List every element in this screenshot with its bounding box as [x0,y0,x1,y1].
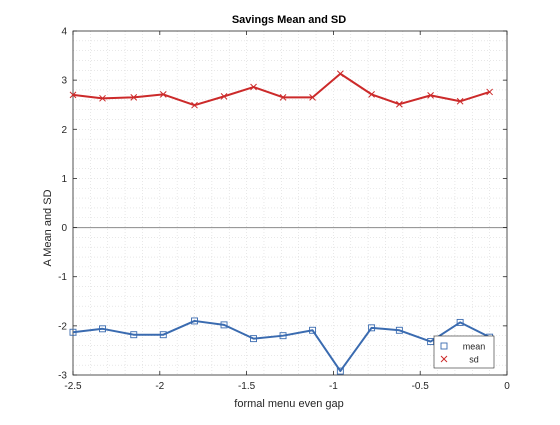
data-point-sd [486,88,493,96]
data-point-sd [99,94,106,102]
data-point-sd [368,91,375,98]
data-point-sd [279,93,287,101]
data-point-mean [456,318,464,326]
chart-title: Savings Mean and SD [232,14,346,26]
data-point-mean [427,338,435,346]
data-point-mean [309,326,317,334]
y-tick-label: -2 [58,321,67,332]
y-tick-label: 0 [61,223,67,234]
data-point-sd [396,100,403,108]
data-point-mean [191,317,198,325]
x-marker-stroke [309,93,316,101]
data-point-sd [309,93,316,101]
x-marker-stroke [396,100,403,108]
data-point-mean [69,328,77,336]
x-axis-label: formal menu even gap [234,398,343,410]
data-point-sd [456,97,464,105]
x-marker-stroke [159,91,167,98]
x-marker-stroke [368,91,375,98]
data-point-sd [130,93,138,101]
x-marker-stroke [336,70,344,78]
x-marker-stroke [427,92,434,99]
x-marker-stroke [191,101,198,109]
data-point-mean [159,331,167,339]
legend-box [433,335,495,369]
y-tick-label: -3 [58,371,67,382]
x-marker-stroke [220,93,228,100]
plot-area [72,30,508,376]
y-tick-label: 2 [61,125,67,136]
data-point-sd [220,93,228,100]
x-tick-label: 0 [504,381,510,392]
x-marker-stroke [99,94,106,102]
legend-label-mean: mean [463,342,486,352]
x-marker-stroke [130,93,138,101]
data-point-sd [427,92,434,99]
data-point-sd [69,91,77,99]
legend-marker-mean [440,342,448,350]
x-marker-stroke [279,93,287,101]
x-tick-label: -1 [329,381,338,392]
data-point-sd [250,83,257,91]
grid-layer [73,31,507,375]
x-marker-stroke [486,88,493,96]
data-point-sd [191,101,198,109]
x-tick-label: -1.5 [238,381,256,392]
data-point-mean [99,325,106,333]
y-tick-label: -1 [58,272,67,283]
data-point-mean [250,335,257,343]
data-point-sd [159,91,167,98]
x-marker-stroke [69,91,77,99]
legend-marker-sd [440,355,448,363]
data-point-mean [279,332,287,340]
legend-label-sd: sd [469,355,479,365]
y-tick-label: 3 [61,76,67,87]
y-tick-label: 1 [61,174,67,185]
x-marker-stroke [250,83,257,91]
data-point-mean [130,331,138,339]
y-axis-label: A Mean and SD [42,189,54,266]
data-point-mean [395,326,403,334]
x-tick-label: -2.5 [64,381,82,392]
x-tick-label: -2 [155,381,164,392]
series-layer [69,70,494,375]
x-tick-label: -0.5 [412,381,430,392]
x-marker-stroke [456,97,464,105]
data-point-sd [336,70,344,78]
y-tick-label: 4 [61,27,67,38]
series-line-mean [72,319,491,373]
legend: mean sd [433,335,495,369]
x-marker-stroke [440,355,448,363]
axis-ticks: -2.5 -2 -1.5 -1 -0.5 0 -3 -2 -1 0 1 2 3 4 [58,27,510,393]
data-point-mean [220,321,228,329]
data-point-mean [368,324,376,332]
data-point-mean [336,367,344,375]
